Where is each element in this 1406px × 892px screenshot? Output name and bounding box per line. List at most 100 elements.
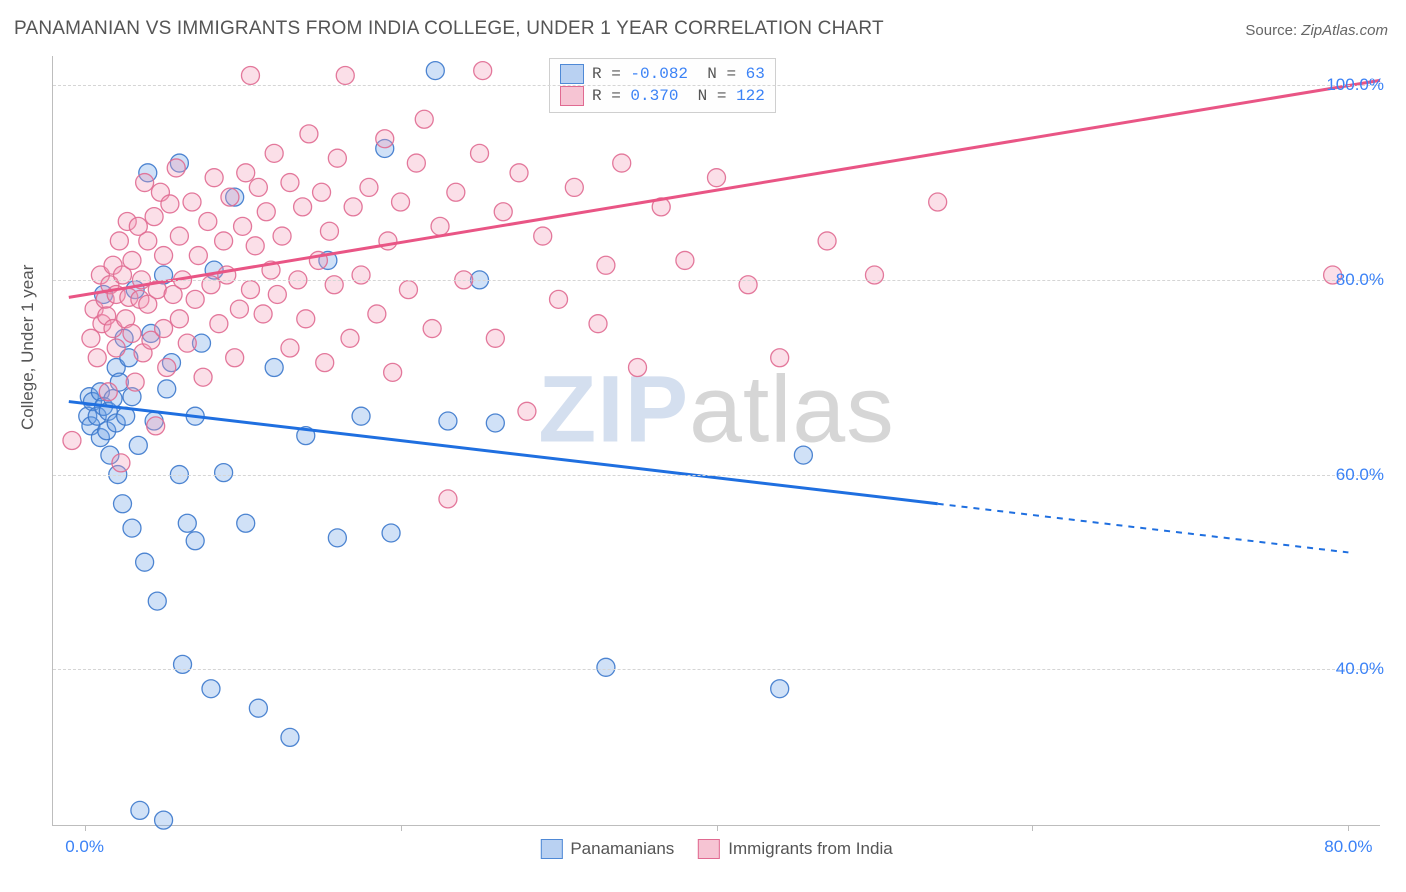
data-point (257, 203, 275, 221)
data-point (126, 373, 144, 391)
data-point (597, 256, 615, 274)
data-point (494, 203, 512, 221)
data-point (234, 217, 252, 235)
data-point (929, 193, 947, 211)
chart-svg (53, 56, 1380, 825)
data-point (170, 310, 188, 328)
data-point (147, 417, 165, 435)
data-point (325, 276, 343, 294)
data-point (99, 383, 117, 401)
x-tick (717, 825, 718, 831)
data-point (423, 320, 441, 338)
gridline (53, 475, 1380, 476)
data-point (613, 154, 631, 172)
data-point (123, 324, 141, 342)
data-point (415, 110, 433, 128)
data-point (265, 144, 283, 162)
data-point (352, 266, 370, 284)
data-point (336, 66, 354, 84)
data-point (384, 363, 402, 381)
data-point (316, 354, 334, 372)
data-point (174, 655, 192, 673)
data-point (300, 125, 318, 143)
data-point (246, 237, 264, 255)
data-point (186, 290, 204, 308)
data-point (368, 305, 386, 323)
data-point (771, 680, 789, 698)
data-point (63, 432, 81, 450)
series-legend-label: Immigrants from India (728, 839, 892, 859)
data-point (1324, 266, 1342, 284)
data-point (376, 130, 394, 148)
data-point (431, 217, 449, 235)
data-point (230, 300, 248, 318)
data-point (281, 339, 299, 357)
data-point (249, 699, 267, 717)
data-point (486, 414, 504, 432)
data-point (320, 222, 338, 240)
data-point (328, 149, 346, 167)
data-point (241, 281, 259, 299)
data-point (215, 464, 233, 482)
plot-area: ZIPatlas R = -0.082 N = 63R = 0.370 N = … (52, 56, 1380, 826)
data-point (281, 174, 299, 192)
x-tick-label: 80.0% (1324, 837, 1372, 857)
data-point (158, 358, 176, 376)
legend-swatch (698, 839, 720, 859)
x-tick-label: 0.0% (65, 837, 104, 857)
trend-line-extrapolated (938, 504, 1349, 553)
data-point (88, 349, 106, 367)
data-point (215, 232, 233, 250)
data-point (136, 553, 154, 571)
data-point (155, 811, 173, 829)
data-point (407, 154, 425, 172)
data-point (268, 285, 286, 303)
data-point (112, 454, 130, 472)
data-point (178, 514, 196, 532)
data-point (205, 169, 223, 187)
data-point (123, 519, 141, 537)
chart-title: PANAMANIAN VS IMMIGRANTS FROM INDIA COLL… (14, 18, 884, 40)
gridline (53, 85, 1380, 86)
data-point (360, 178, 378, 196)
source-link[interactable]: ZipAtlas.com (1301, 22, 1388, 39)
data-point (439, 412, 457, 430)
gridline (53, 669, 1380, 670)
data-point (565, 178, 583, 196)
data-point (313, 183, 331, 201)
source-credit: Source: ZipAtlas.com (1245, 22, 1388, 39)
data-point (226, 349, 244, 367)
data-point (589, 315, 607, 333)
data-point (597, 658, 615, 676)
series-legend-item: Immigrants from India (698, 839, 892, 859)
data-point (344, 198, 362, 216)
data-point (629, 358, 647, 376)
data-point (865, 266, 883, 284)
x-tick (1032, 825, 1033, 831)
x-tick (401, 825, 402, 831)
data-point (221, 188, 239, 206)
y-axis-label: College, Under 1 year (18, 265, 38, 430)
data-point (161, 195, 179, 213)
series-legend-item: Panamanians (540, 839, 674, 859)
data-point (158, 380, 176, 398)
data-point (167, 159, 185, 177)
data-point (178, 334, 196, 352)
data-point (281, 728, 299, 746)
data-point (818, 232, 836, 250)
gridline (53, 280, 1380, 281)
data-point (550, 290, 568, 308)
data-point (771, 349, 789, 367)
data-point (189, 247, 207, 265)
data-point (136, 174, 154, 192)
data-point (676, 251, 694, 269)
data-point (170, 227, 188, 245)
data-point (352, 407, 370, 425)
legend-swatch (540, 839, 562, 859)
data-point (328, 529, 346, 547)
data-point (486, 329, 504, 347)
data-point (110, 232, 128, 250)
x-tick (85, 825, 86, 831)
data-point (183, 193, 201, 211)
data-point (265, 358, 283, 376)
